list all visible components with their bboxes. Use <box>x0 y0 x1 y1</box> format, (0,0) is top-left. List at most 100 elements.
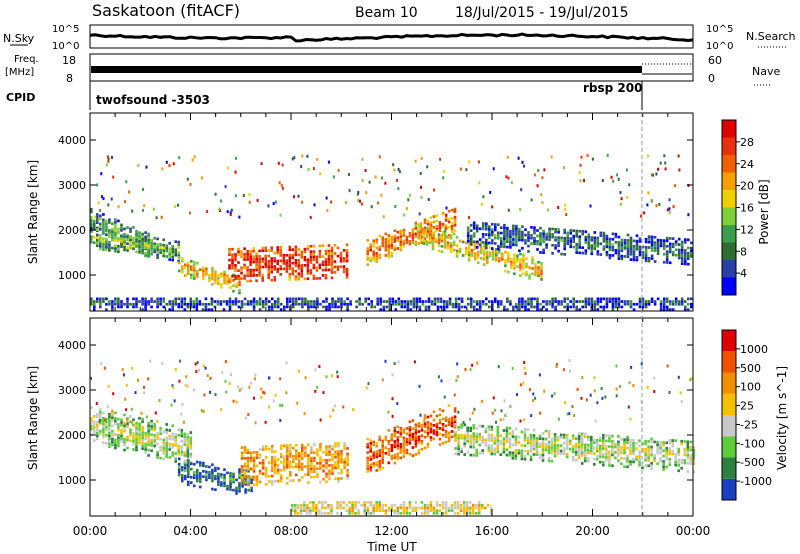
data-cell <box>261 276 264 280</box>
data-cell <box>454 297 458 301</box>
data-cell <box>602 248 606 251</box>
data-cell <box>228 308 232 311</box>
data-cell <box>187 267 190 270</box>
data-cell <box>602 439 605 443</box>
scatter-cell <box>528 388 531 392</box>
data-cell <box>295 462 298 466</box>
nsky-strip <box>89 24 694 49</box>
data-cell <box>687 257 690 261</box>
data-cell <box>295 443 298 447</box>
data-cell <box>626 438 629 442</box>
data-cell <box>390 241 394 244</box>
scatter-cell <box>536 184 539 188</box>
data-cell <box>438 437 442 441</box>
data-cell <box>450 430 454 433</box>
data-cell <box>114 419 117 423</box>
data-cell <box>298 457 301 460</box>
power-xticks <box>89 113 694 311</box>
data-cell <box>423 435 427 439</box>
data-cell <box>539 232 542 235</box>
data-cell <box>327 506 330 510</box>
data-cell <box>195 308 199 311</box>
data-cell <box>111 300 114 303</box>
data-cell <box>563 305 566 309</box>
data-cell <box>429 221 433 225</box>
data-cell <box>223 473 226 477</box>
data-cell <box>414 423 418 427</box>
data-cell <box>527 231 530 234</box>
data-cell <box>596 449 599 453</box>
data-cell <box>605 300 609 303</box>
scatter-cell <box>268 405 271 409</box>
data-cell <box>238 484 241 488</box>
data-cell <box>590 238 594 242</box>
data-cell <box>406 305 410 309</box>
data-cell <box>517 441 521 444</box>
scatter-cell <box>209 390 212 394</box>
data-cell <box>499 439 503 443</box>
data-cell <box>524 241 527 245</box>
data-cell <box>273 278 276 282</box>
data-cell <box>232 472 235 476</box>
data-cell <box>399 232 403 236</box>
data-cell <box>469 300 473 303</box>
data-cell <box>438 418 442 422</box>
data-cell <box>174 251 177 254</box>
data-cell <box>147 429 150 433</box>
data-cell <box>244 488 247 491</box>
data-cell <box>426 230 430 234</box>
data-cell <box>135 424 138 428</box>
data-cell <box>379 302 382 306</box>
data-cell <box>381 466 384 470</box>
data-cell <box>258 308 262 311</box>
data-cell <box>504 264 507 267</box>
data-cell <box>324 263 328 266</box>
data-cell <box>415 297 419 301</box>
data-cell <box>562 447 566 450</box>
data-cell <box>574 450 578 454</box>
data-cell <box>264 246 267 250</box>
data-cell <box>217 472 220 476</box>
y-tick-label: 2000 <box>58 224 86 237</box>
data-cell <box>629 438 632 442</box>
data-cell <box>328 472 331 475</box>
data-cell <box>457 436 460 440</box>
scatter-cell <box>111 155 113 159</box>
data-cell <box>235 486 238 490</box>
data-cell <box>435 501 439 504</box>
data-cell <box>668 247 672 251</box>
data-cell <box>378 503 381 507</box>
data-cell <box>390 503 394 507</box>
data-cell <box>129 244 132 247</box>
data-cell <box>608 297 612 301</box>
data-cell <box>399 237 403 241</box>
data-cell <box>105 227 108 231</box>
data-cell <box>387 247 391 251</box>
data-cell <box>264 302 268 306</box>
data-cell <box>108 434 111 438</box>
data-cell <box>689 459 693 463</box>
data-cell <box>491 241 494 245</box>
data-cell <box>569 245 572 249</box>
data-cell <box>408 428 412 432</box>
data-cell <box>577 451 581 454</box>
data-cell <box>608 245 612 249</box>
data-cell <box>237 250 240 254</box>
data-cell <box>114 422 117 426</box>
data-cell <box>240 266 243 270</box>
data-cell <box>509 237 512 241</box>
data-cell <box>417 422 421 425</box>
scatter-cell <box>337 168 340 172</box>
data-cell <box>450 225 454 228</box>
scatter-cell <box>579 163 582 167</box>
data-cell <box>223 278 226 282</box>
data-cell <box>563 228 566 232</box>
data-cell <box>132 418 135 422</box>
data-cell <box>187 483 190 487</box>
data-cell <box>177 269 181 273</box>
data-cell <box>454 452 457 456</box>
data-cell <box>680 461 683 465</box>
data-cell <box>690 302 693 306</box>
data-cell <box>258 480 262 484</box>
data-cell <box>304 446 307 449</box>
